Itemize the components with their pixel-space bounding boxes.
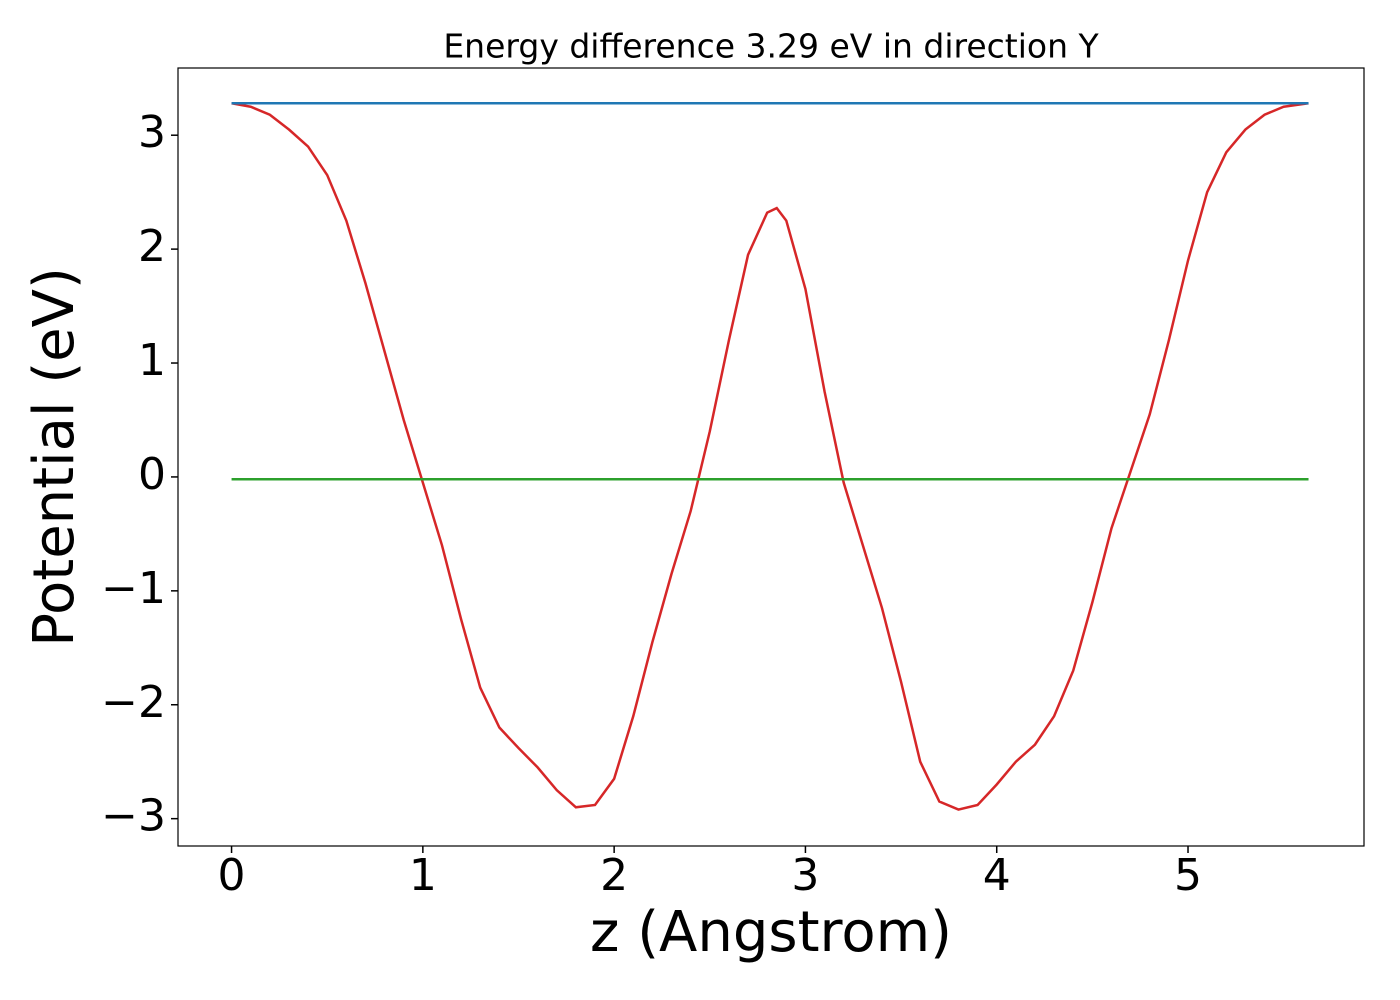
y-axis-label: Potential (eV) [22,267,87,647]
y-tick-label: 1 [138,335,166,386]
y-tick-label: 3 [138,107,166,158]
x-tick-label: 2 [600,850,628,901]
x-tick-label: 1 [409,850,437,901]
x-axis-label: z (Angstrom) [590,900,952,965]
chart-title: Energy difference 3.29 eV in direction Y [443,27,1099,66]
y-tick-label: 2 [138,221,166,272]
x-tick-label: 3 [791,850,819,901]
y-tick-label: 0 [138,449,166,500]
series-line [231,102,1309,811]
y-tick-label: −2 [101,677,166,728]
plot-frame [177,67,1365,847]
x-tick-label: 0 [218,850,246,901]
x-tick-label: 4 [983,850,1011,901]
x-tick-label: 5 [1174,850,1202,901]
y-tick-label: −3 [101,791,166,842]
y-tick-label: −1 [101,563,166,614]
